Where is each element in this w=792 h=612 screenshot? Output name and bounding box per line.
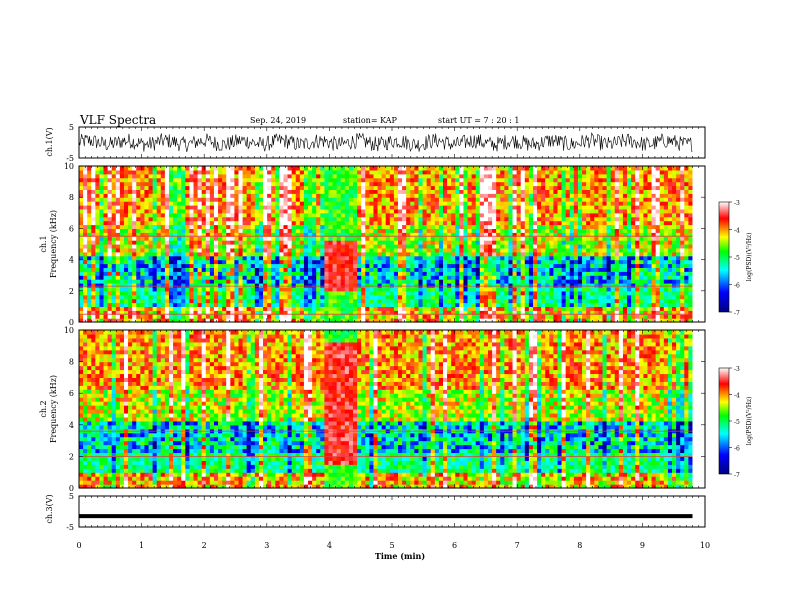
time-tick-label: 3 bbox=[264, 541, 269, 550]
ch3-voltage-axis-label: ch.3(V) bbox=[45, 494, 54, 523]
ch1-spectrogram-ytick-label: 10 bbox=[64, 162, 74, 171]
colorbar-tick-label: -6 bbox=[734, 446, 740, 453]
ch1-spectrogram-panel: 0 2 4 6 8 10 bbox=[64, 162, 706, 327]
time-tick-label: 9 bbox=[640, 541, 645, 550]
ch1-frequency-axis-label: Frequency (kHz) bbox=[49, 210, 58, 278]
time-tick-label: 5 bbox=[389, 541, 394, 550]
time-axis-label: Time (min) bbox=[375, 551, 425, 561]
colorbar-tick-label: -4 bbox=[734, 228, 740, 235]
ch2-channel-axis-label: ch.2 bbox=[39, 400, 48, 417]
ch3-waveform-panel: 5 -50 1 2 3 4 5 6 7 8 9 10 bbox=[66, 492, 710, 550]
start-ut-label: start UT = 7 : 20 : 1 bbox=[438, 116, 519, 125]
time-tick-label: 10 bbox=[700, 541, 710, 550]
ch1-spectrogram-ytick-label: 4 bbox=[69, 256, 74, 265]
colorbar-gradient bbox=[718, 367, 730, 475]
ch3-waveform-ytick-label: 5 bbox=[69, 492, 74, 501]
ch1-spectrogram-ytick-label: 2 bbox=[69, 287, 74, 296]
time-tick-label: 1 bbox=[139, 541, 144, 550]
figure-title: VLF Spectra bbox=[79, 113, 156, 127]
colorbar-label: log(PSD)(V²/Hz) bbox=[746, 233, 753, 282]
time-tick-label: 0 bbox=[76, 541, 81, 550]
ch1-waveform-ytick-label: 5 bbox=[69, 123, 74, 132]
colorbar-tick-label: -7 bbox=[734, 310, 740, 317]
time-tick-label: 2 bbox=[202, 541, 207, 550]
ch1-spectrogram-ytick-label: 0 bbox=[69, 318, 74, 327]
station-label: station= KAP bbox=[343, 116, 398, 125]
colorbar-tick-label: -7 bbox=[734, 472, 740, 479]
ch2-frequency-axis-label: Frequency (kHz) bbox=[49, 375, 58, 443]
colorbar-tick-label: -3 bbox=[734, 366, 740, 373]
ch2-spectrogram-panel: 0 2 4 6 8 10 bbox=[64, 326, 706, 493]
colorbar-tick-label: -5 bbox=[734, 255, 740, 262]
ch3-waveform-frame bbox=[78, 495, 706, 528]
ch1-waveform-ytick-label: -5 bbox=[66, 154, 74, 163]
colorbar-tick-label: -4 bbox=[734, 393, 740, 400]
ch1-waveform-line bbox=[78, 132, 693, 153]
time-tick-label: 8 bbox=[577, 541, 582, 550]
colorbar-tick-label: -5 bbox=[734, 419, 740, 426]
time-tick-label: 6 bbox=[452, 541, 457, 550]
ch3-waveform-ytick-label: -5 bbox=[66, 523, 74, 532]
date-label: Sep. 24, 2019 bbox=[250, 116, 306, 125]
ch1-colorbar: -3 -4 -5 -6 -7 log(PSD)(V²/Hz) bbox=[718, 200, 753, 317]
ch1-spectrogram-ytick-label: 6 bbox=[69, 224, 74, 233]
ch1-spectrogram-cells bbox=[79, 166, 694, 323]
ch1-voltage-axis-label: ch.1(V) bbox=[45, 127, 54, 156]
time-tick-label: 4 bbox=[327, 541, 332, 550]
ch2-spectrogram-ytick-label: 0 bbox=[69, 484, 74, 493]
colorbar-tick-label: -3 bbox=[734, 200, 740, 207]
ch2-spectrogram-blank bbox=[692, 330, 705, 488]
ch2-spectrogram-ytick-label: 8 bbox=[69, 358, 74, 367]
ch2-spectrogram-ytick-label: 6 bbox=[69, 389, 74, 398]
ch1-waveform-panel: 5 -5 bbox=[66, 123, 706, 163]
colorbar-gradient bbox=[718, 201, 730, 313]
colorbar-label: log(PSD)(V²/Hz) bbox=[746, 397, 753, 446]
ch2-spectrogram-ytick-label: 4 bbox=[69, 421, 74, 430]
ch2-spectrogram-cells bbox=[79, 330, 694, 489]
ch1-spectrogram-ytick-label: 8 bbox=[69, 193, 74, 202]
ch2-spectrogram-ytick-label: 10 bbox=[64, 326, 74, 335]
ch1-spectrogram-blank bbox=[692, 166, 705, 322]
ch2-spectrogram-ytick-label: 2 bbox=[69, 452, 74, 461]
colorbar-tick-label: -6 bbox=[734, 283, 740, 290]
ch2-colorbar: -3 -4 -5 -6 -7 log(PSD)(V²/Hz) bbox=[718, 366, 753, 479]
time-tick-label: 7 bbox=[515, 541, 520, 550]
ch1-channel-axis-label: ch.1 bbox=[39, 235, 48, 252]
